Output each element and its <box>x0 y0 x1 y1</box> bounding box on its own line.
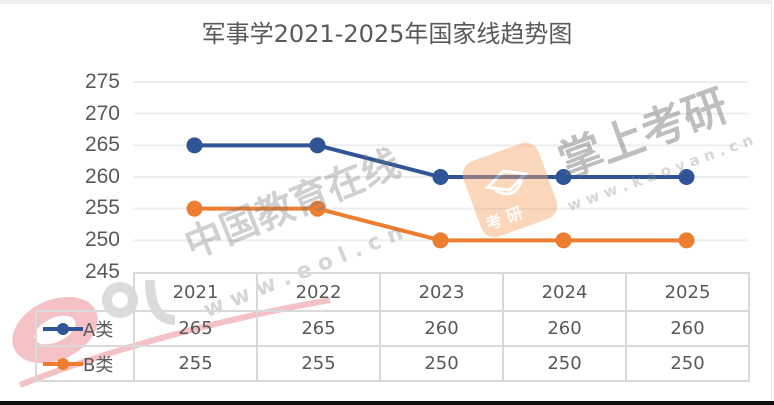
table-corner <box>36 273 135 312</box>
legend-entry-b: B类 <box>35 345 135 382</box>
legend-label: B类 <box>83 354 114 376</box>
table-cell: 260 <box>379 310 504 347</box>
table-header-row: 2021 2022 2023 2024 2025 <box>36 272 750 312</box>
table-cell: 265 <box>256 310 381 347</box>
table-cell: 250 <box>625 345 750 382</box>
table-cell: 260 <box>625 310 750 347</box>
table-cell: 255 <box>133 345 258 382</box>
bottom-border <box>0 401 774 405</box>
table-cell: 250 <box>379 345 504 382</box>
table-cell: 250 <box>502 345 627 382</box>
table-header-cell: 2021 <box>133 272 258 312</box>
legend-label: A类 <box>83 319 114 341</box>
y-tick-label: 260 <box>84 165 120 188</box>
legend-line-marker-icon <box>43 357 83 370</box>
data-point-marker <box>432 169 449 185</box>
chart-title: 军事学2021-2025年国家线趋势图 <box>201 20 573 48</box>
legend-entry-a: A类 <box>35 310 135 347</box>
data-point-marker <box>555 232 572 249</box>
table-header-cell: 2022 <box>256 272 381 312</box>
table-row: A类 265 265 260 260 260 <box>35 310 750 347</box>
table-row: B类 255 255 250 250 250 <box>35 345 750 382</box>
data-point-marker <box>186 200 203 217</box>
table-cell: 265 <box>133 310 258 347</box>
series-lines <box>186 137 695 249</box>
table-cell: 255 <box>256 345 381 382</box>
data-point-marker <box>186 137 203 154</box>
table-header-cell: 2025 <box>625 272 750 312</box>
y-tick-label: 250 <box>84 228 120 251</box>
data-point-marker <box>309 137 326 154</box>
data-point-marker <box>432 232 449 249</box>
data-point-marker <box>678 232 695 249</box>
y-tick-label: 255 <box>84 196 120 219</box>
legend-line-marker-icon <box>43 322 83 335</box>
data-point-marker <box>309 200 326 217</box>
y-tick-label: 265 <box>84 133 120 156</box>
table-cell: 260 <box>502 310 627 347</box>
y-tick-label: 275 <box>84 70 120 93</box>
data-point-marker <box>555 169 572 185</box>
data-point-marker <box>678 169 695 185</box>
table-header-cell: 2023 <box>379 272 504 312</box>
data-table: 2021 2022 2023 2024 2025 A类 265 265 260 … <box>35 272 750 382</box>
y-tick-label: 270 <box>84 102 120 125</box>
gridlines <box>133 81 748 242</box>
table-header-cell: 2024 <box>502 272 627 312</box>
